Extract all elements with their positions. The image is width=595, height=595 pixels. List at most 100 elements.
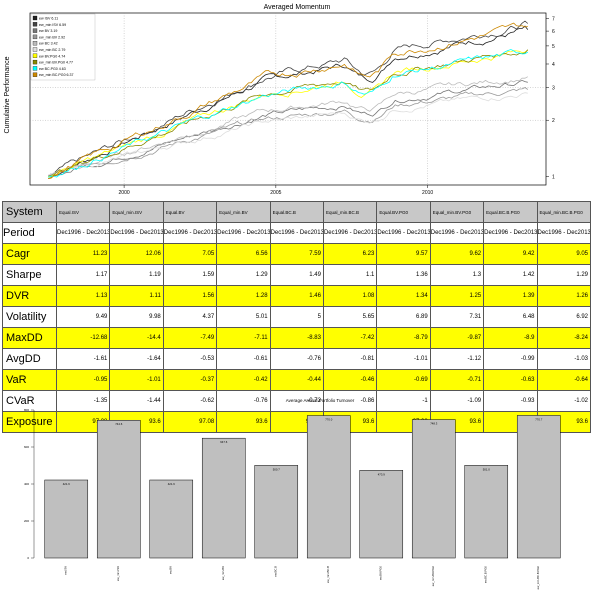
legend-swatch	[32, 66, 38, 71]
bar-y-axis: 0 200 400 600 800	[24, 408, 35, 560]
legend-label: ew BC 3.42	[39, 42, 58, 46]
table-row: VaR -0.95 -1.01 -0.37 -0.42 -0.44 -0.46 -0.69 -0…	[2, 369, 592, 391]
table-cell: 1.08	[322, 285, 378, 307]
table-cell: 1.42	[483, 264, 538, 286]
table-cell: 1.13	[55, 285, 111, 307]
bar-value-label: 473.9	[378, 472, 385, 476]
row-label: VaR	[2, 369, 57, 391]
row-label: AvgDD	[2, 348, 57, 370]
table-cell: -8.24	[536, 327, 592, 349]
bar	[411, 419, 456, 559]
table-cell: 9.62	[429, 243, 485, 265]
table-cell: -0.64	[536, 369, 592, 391]
table-cell: 1.26	[536, 285, 592, 307]
x-tick-label: ew.BV	[168, 566, 172, 574]
table-cell: 9.98	[109, 306, 164, 328]
table-cell: Dec1996 - Dec2013	[216, 222, 271, 244]
table-row: Cagr 11.23 12.06 7.05 6.56 7.59 6.23 9.57 9.62 9.…	[2, 243, 592, 265]
table-cell: 1.59	[162, 264, 218, 286]
table-cell: -0.53	[162, 348, 218, 370]
table-cell: -1.01	[376, 348, 431, 370]
table-cell: -0.81	[322, 348, 378, 370]
performance-stats-table: System Equal.ISV Equal_min.ISV Equal.BV Equa…	[2, 201, 592, 433]
table-cell: -0.99	[483, 348, 538, 370]
table-cell: 1.11	[109, 285, 164, 307]
table-cell: -1.61	[55, 348, 111, 370]
x-tick-label: ew.BV.PG0	[378, 566, 382, 580]
table-cell: 1.28	[216, 285, 271, 307]
table-cell: 9.57	[376, 243, 431, 265]
table-row: Period Dec1996 - Dec2013 Dec1996 - Dec2013…	[2, 222, 592, 244]
bar	[359, 470, 404, 559]
table-row: AvgDD -1.61 -1.64 -0.53 -0.61 -0.76 -0.81 -1.01…	[2, 348, 592, 370]
table-cell: 93.6	[216, 411, 271, 433]
legend-label: ew BV 3.19	[39, 29, 57, 33]
legend-label: ew BV.PG0 4.74	[39, 54, 65, 58]
x-tick-label: ew_min.BC.B	[326, 566, 330, 583]
series-line	[48, 20, 529, 178]
table-cell: -8.9	[483, 327, 538, 349]
table-cell: -8.79	[376, 327, 431, 349]
bar-chart-title: Average Annual Portfolio Turnover	[286, 398, 355, 403]
x-axis: 2000 2005 2010	[119, 185, 433, 196]
bar	[201, 437, 246, 559]
table-cell: 7.31	[429, 306, 485, 328]
table-cell: 1.3	[429, 264, 485, 286]
column-header: Equal.BC.B	[269, 201, 324, 223]
table-cell: 97.08	[162, 411, 218, 433]
series-lines	[47, 20, 529, 179]
table-cell: -1.01	[109, 369, 164, 391]
table-cell: -14.4	[109, 327, 164, 349]
legend-label: ew_min BC.PG0 6.37	[39, 73, 74, 77]
bar-value-label: 421.6	[168, 482, 175, 486]
y-axis: 1 2 3 4 5 6 7	[546, 17, 555, 180]
table-cell: -1.12	[429, 348, 485, 370]
row-label: Period	[2, 222, 57, 244]
row-label: Sharpe	[2, 264, 57, 286]
bar-value-label: 500.7	[273, 467, 280, 471]
table-cell: 1.29	[216, 264, 271, 286]
table-cell: Dec1996 - Dec2013	[429, 222, 485, 244]
table-cell: -8.83	[269, 327, 324, 349]
column-header: Equal_min.ISV	[109, 201, 164, 223]
x-tick-label: 2000	[119, 190, 130, 196]
row-label: Volatility	[2, 306, 57, 328]
legend-swatch	[32, 53, 38, 58]
table-cell: 5.65	[322, 306, 378, 328]
turnover-bar-chart: Average Annual Portfolio Turnover 0 200 40…	[24, 398, 561, 589]
table-cell: -0.71	[429, 369, 485, 391]
x-tick-label: ew_min.BV.PG0	[431, 566, 435, 587]
row-label: MaxDD	[2, 327, 57, 349]
row-label: Cagr	[2, 243, 57, 265]
column-header: Equal_min.BC.B.PG0	[536, 201, 592, 223]
table-row: CVaR -1.35 -1.44 -0.62 -0.76 -0.72 -0.86 -1 -1.0…	[2, 390, 592, 412]
table-cell: 1.49	[269, 264, 324, 286]
x-tick-label: ew_min.BV	[221, 566, 225, 580]
y-tick-label: 1	[552, 174, 555, 180]
bar	[96, 419, 141, 559]
table-cell: 6.89	[376, 306, 431, 328]
x-tick-label: ew.BC.B.PG0	[483, 566, 487, 584]
series-line	[48, 49, 529, 177]
table-cell: -1.03	[536, 348, 592, 370]
table-cell: 1.29	[536, 264, 592, 286]
column-header: Equal.BV	[162, 201, 218, 223]
legend: ew ISV 6.11 ew_min ISV 6.59 ew BV 3.19 ew_m…	[30, 13, 96, 81]
y-tick-label: 2	[552, 118, 555, 124]
table-cell: 1.25	[429, 285, 485, 307]
table-cell: -0.44	[269, 369, 324, 391]
y-tick-label: 400	[24, 482, 29, 486]
table-cell: 1.46	[269, 285, 324, 307]
legend-label: ew BC.PG0 4.63	[39, 67, 66, 71]
legend-label: ew_min ISV 6.59	[39, 23, 66, 27]
series-line	[48, 22, 528, 179]
row-label: Exposure	[2, 411, 57, 433]
table-cell: 11.23	[55, 243, 111, 265]
column-header: Equal.ISV	[55, 201, 111, 223]
table-cell: -7.42	[322, 327, 378, 349]
table-cell: 97.08	[55, 411, 111, 433]
legend-swatch	[32, 34, 38, 40]
bar	[254, 465, 299, 559]
x-tick-label: 2005	[270, 190, 281, 196]
column-header: Equal_min.BV.PG0	[429, 201, 485, 223]
